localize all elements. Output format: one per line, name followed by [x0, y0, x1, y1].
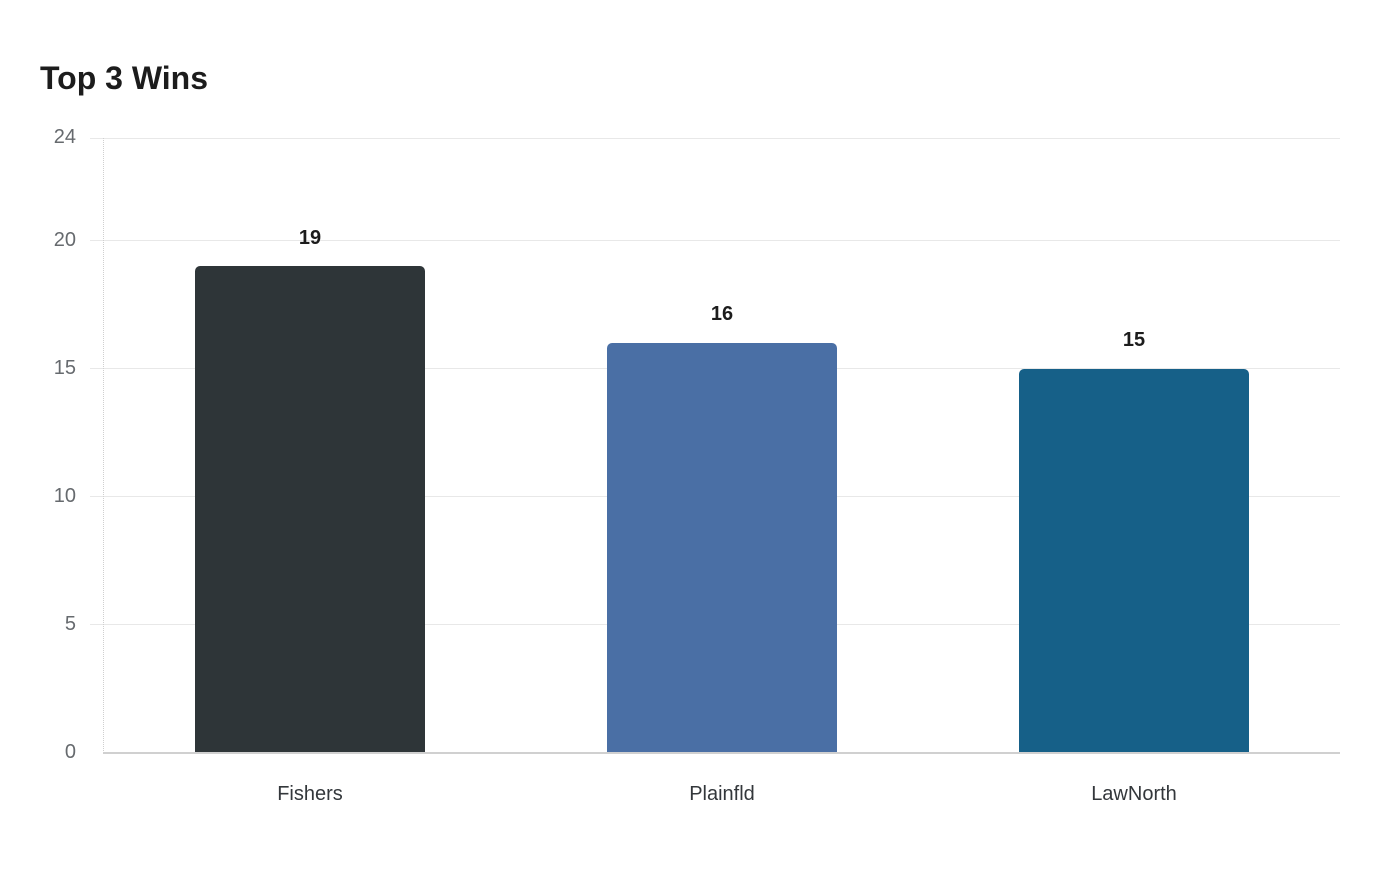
value-label-plainfld: 16: [710, 303, 734, 325]
x-axis: [103, 752, 1340, 754]
y-axis: [103, 138, 104, 753]
x-label-fishers: Fishers: [277, 783, 343, 805]
x-label-plainfld: Plainfld: [689, 783, 755, 805]
gridline-20: [90, 240, 1340, 241]
bar-plainfld: [607, 343, 837, 753]
x-label-lawnorth: LawNorth: [1091, 783, 1177, 805]
y-tick-label: 20: [53, 229, 76, 251]
y-tick-label: 24: [53, 126, 76, 148]
bar-fishers: [195, 266, 425, 753]
y-tick-label: 0: [64, 741, 76, 763]
y-tick-label: 15: [53, 357, 76, 379]
y-tick-label: 10: [53, 485, 76, 507]
gridline-24: [90, 138, 1340, 139]
bar-lawnorth: [1019, 369, 1249, 753]
y-tick-label: 5: [64, 613, 76, 635]
value-label-fishers: 19: [298, 227, 322, 249]
value-label-lawnorth: 15: [1122, 329, 1146, 351]
chart-title: Top 3 Wins: [40, 60, 208, 96]
